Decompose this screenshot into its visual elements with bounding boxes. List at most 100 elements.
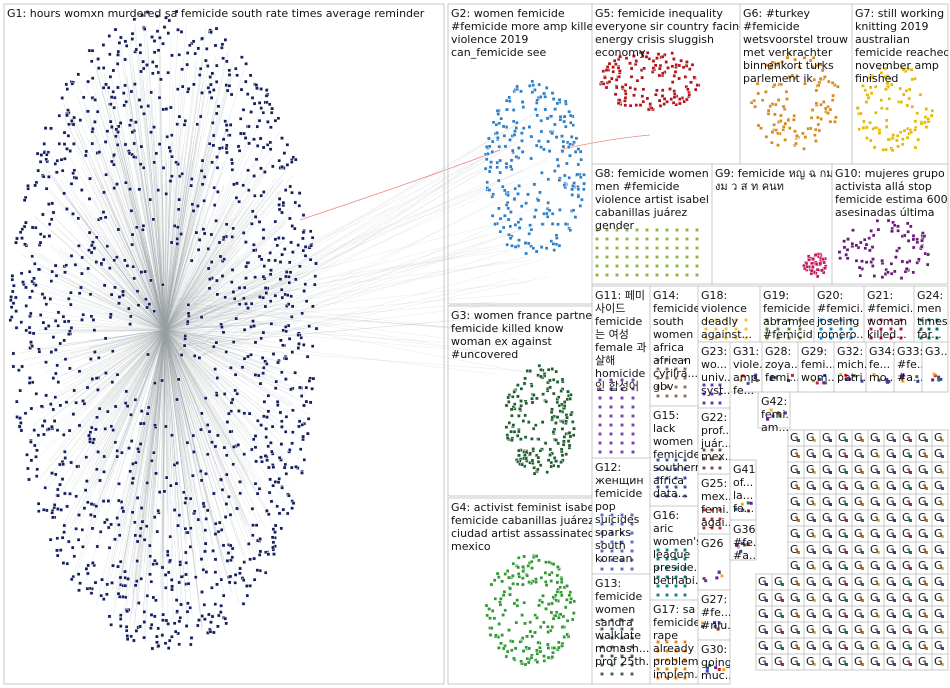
edge-line	[164, 216, 181, 331]
small-group-label: G	[870, 431, 879, 444]
node-g18	[724, 336, 728, 340]
node-g26	[702, 577, 706, 581]
node-g3	[546, 458, 551, 463]
edge-line	[164, 56, 235, 331]
node-g2	[539, 129, 544, 134]
node-g1	[33, 262, 37, 266]
node-g1	[118, 624, 123, 628]
node-g5	[640, 75, 644, 80]
node-g4	[500, 633, 504, 637]
edge-line	[111, 329, 166, 342]
node-g1	[250, 221, 254, 226]
small-group-label: G	[838, 591, 847, 604]
node-g9	[807, 258, 811, 262]
node-g2	[529, 244, 533, 249]
node-g4	[569, 597, 573, 601]
edge-line	[118, 329, 166, 599]
node-g12	[630, 522, 634, 526]
node-g1	[60, 477, 65, 481]
node-g1	[92, 328, 97, 333]
node-g1	[231, 445, 236, 449]
node-g1	[118, 121, 123, 125]
node-g1	[91, 561, 95, 565]
node-g2	[526, 241, 531, 246]
node-g2	[558, 114, 563, 119]
node-g13	[600, 654, 604, 658]
node-g3	[548, 453, 552, 457]
node-g1	[218, 610, 223, 614]
node-g1	[253, 445, 258, 450]
edge-line	[164, 329, 182, 606]
node-g1	[91, 440, 95, 445]
node-g8	[665, 246, 669, 250]
node-g3	[524, 401, 529, 406]
node-g8	[695, 273, 699, 277]
node-g1	[65, 207, 69, 211]
node-small-group	[797, 439, 800, 442]
node-g1	[78, 581, 82, 585]
node-g1	[89, 502, 94, 506]
node-g1	[215, 582, 219, 587]
node-g4	[560, 593, 564, 598]
node-g1	[203, 549, 207, 554]
node-g1	[307, 379, 312, 383]
node-g1	[105, 129, 110, 134]
node-g3	[561, 442, 566, 447]
node-g1	[151, 595, 156, 600]
node-g5	[634, 59, 638, 63]
node-g4	[552, 646, 557, 650]
edge-line	[85, 329, 166, 581]
node-g1	[215, 278, 219, 283]
node-g4	[511, 561, 516, 566]
node-g1	[285, 511, 290, 516]
node-g5	[614, 62, 618, 66]
node-g4	[533, 630, 537, 635]
node-g4	[526, 660, 531, 665]
node-g1	[258, 136, 263, 141]
node-g8	[645, 264, 649, 268]
node-g5	[611, 69, 615, 74]
node-g5	[682, 99, 686, 104]
edge-line	[164, 222, 251, 331]
node-g1	[251, 319, 255, 323]
node-g9	[820, 268, 824, 273]
node-g1	[43, 126, 48, 130]
node-g1	[184, 624, 189, 628]
small-group-label: G	[934, 559, 943, 572]
node-g1	[177, 580, 182, 585]
node-g1	[206, 85, 211, 90]
node-g1	[90, 377, 95, 381]
node-small-group	[765, 631, 768, 634]
node-small-group	[893, 439, 896, 442]
node-g4	[512, 601, 517, 606]
node-g1	[200, 158, 205, 163]
node-g1	[214, 340, 219, 345]
node-g1	[223, 38, 228, 42]
group-label-g28: G28: zoya... femi...	[765, 345, 801, 384]
node-g4	[501, 646, 506, 651]
node-g2	[520, 100, 525, 104]
node-g8	[655, 264, 659, 268]
node-g3	[554, 421, 558, 425]
node-g4	[507, 575, 511, 580]
node-small-group	[925, 567, 928, 570]
node-g1	[198, 66, 203, 71]
node-g1	[77, 513, 81, 517]
edge-line	[184, 251, 509, 348]
node-g1	[120, 450, 124, 455]
node-g3	[517, 429, 521, 434]
node-g1	[270, 449, 274, 454]
node-g6	[828, 119, 833, 124]
node-g11	[620, 450, 624, 454]
node-g7	[929, 113, 934, 118]
node-g7	[898, 86, 902, 91]
node-g2	[506, 193, 510, 197]
node-g8	[595, 237, 599, 241]
edge-line	[164, 329, 229, 412]
node-g1	[210, 614, 215, 619]
node-g17	[683, 676, 687, 680]
small-group-label: G	[758, 575, 767, 588]
node-g3	[512, 430, 517, 434]
node-g2	[508, 236, 513, 241]
node-g33	[901, 376, 905, 380]
